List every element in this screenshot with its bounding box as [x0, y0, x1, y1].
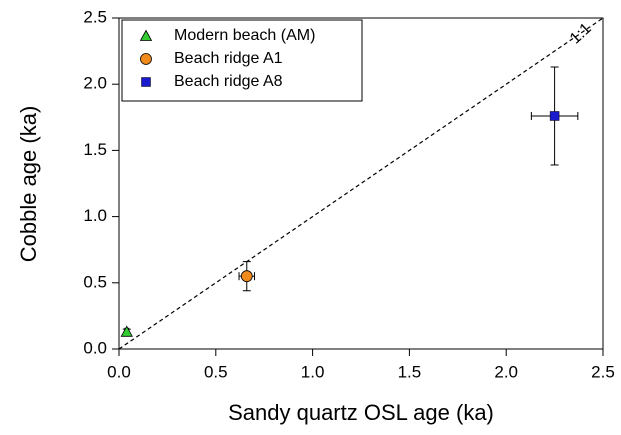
y-tick-label: 1.5: [83, 140, 107, 159]
x-axis-label: Sandy quartz OSL age (ka): [228, 400, 494, 425]
legend-marker: [139, 29, 153, 41]
y-tick-label: 2.5: [83, 7, 107, 26]
legend-label: Beach ridge A1: [174, 50, 283, 67]
reference-label: 1:1: [567, 20, 595, 48]
plot-frame: [118, 17, 604, 350]
x-tick-label: 1.5: [398, 362, 422, 381]
legend-label: Beach ridge A8: [174, 73, 283, 90]
legend-box: [121, 19, 363, 102]
y-tick-label: 0.0: [83, 338, 107, 357]
legend-label: Modern beach (AM): [174, 27, 315, 44]
y-axis-label: Cobble age (ka): [16, 106, 41, 263]
x-tick-label: 0.5: [204, 362, 228, 381]
point: [549, 111, 560, 121]
y-tick-label: 1.0: [83, 206, 107, 225]
point: [120, 325, 133, 337]
y-tick-label: 2.0: [83, 74, 107, 93]
x-tick-label: 2.0: [494, 362, 518, 381]
x-tick-label: 0.0: [107, 362, 131, 381]
legend-marker: [140, 53, 152, 65]
x-tick-label: 1.0: [301, 362, 325, 381]
y-tick-label: 0.5: [83, 272, 107, 291]
point: [240, 270, 253, 283]
x-tick-label: 2.5: [591, 362, 615, 381]
legend-marker: [141, 77, 151, 87]
